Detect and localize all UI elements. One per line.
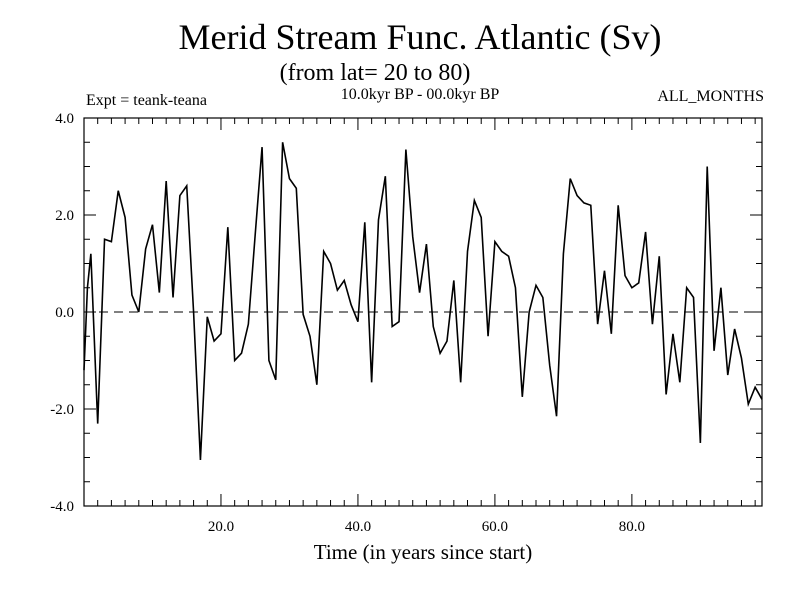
months-label: ALL_MONTHS bbox=[657, 88, 764, 105]
x-tick-label: 80.0 bbox=[619, 519, 645, 535]
y-tick-label: 2.0 bbox=[55, 208, 74, 224]
y-tick-label: -4.0 bbox=[50, 499, 74, 515]
x-tick-label: 40.0 bbox=[345, 519, 371, 535]
y-tick-label: -2.0 bbox=[50, 402, 74, 418]
x-tick-label: 20.0 bbox=[208, 519, 234, 535]
time-range-label: 10.0kyr BP - 00.0kyr BP bbox=[340, 86, 500, 103]
chart-title: Merid Stream Func. Atlantic (Sv) bbox=[178, 17, 662, 57]
tick-labels: 20.0 40.0 60.0 80.0 -4.0 -2.0 0.0 2.0 4.0 bbox=[50, 111, 645, 535]
series-layer bbox=[83, 142, 763, 460]
x-tick-label: 60.0 bbox=[482, 519, 508, 535]
series-line bbox=[83, 142, 763, 460]
chart-subtitle: (from lat= 20 to 80) bbox=[279, 60, 471, 86]
tick-marks bbox=[84, 118, 762, 506]
experiment-label: Expt = teank-teana bbox=[86, 92, 207, 109]
x-axis-label: Time (in years since start) bbox=[313, 540, 533, 564]
y-tick-label: 0.0 bbox=[55, 305, 74, 321]
plot-frame bbox=[83, 117, 763, 507]
y-tick-label: 4.0 bbox=[55, 111, 74, 127]
